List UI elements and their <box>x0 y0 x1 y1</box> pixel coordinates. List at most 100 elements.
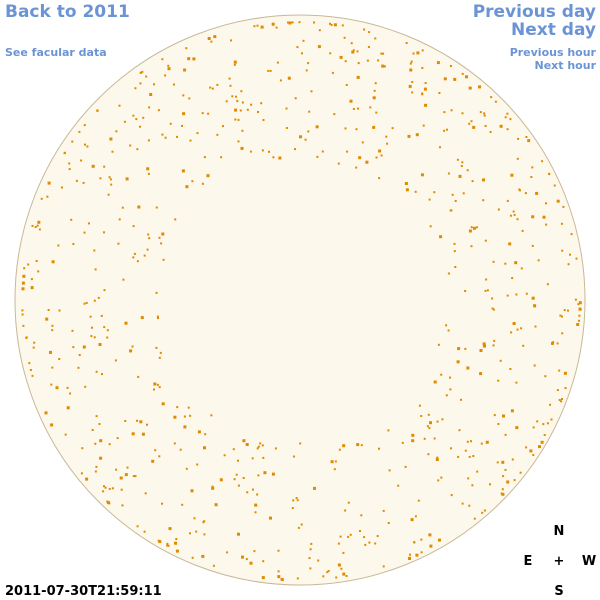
facular-point <box>297 526 300 529</box>
facular-point <box>37 220 41 224</box>
facular-point <box>421 93 424 96</box>
facular-point <box>578 301 582 305</box>
facular-point <box>211 87 214 90</box>
back-link[interactable]: Back to 2011 <box>5 2 130 22</box>
facular-point <box>49 350 52 354</box>
facular-point <box>418 404 421 407</box>
facular-point <box>447 272 450 275</box>
facular-point <box>229 84 232 87</box>
facular-point <box>78 354 81 356</box>
facular-point <box>326 571 329 574</box>
facular-point <box>465 75 468 79</box>
facular-point <box>58 309 61 312</box>
facular-point <box>372 96 376 100</box>
facular-point <box>228 77 231 80</box>
facular-point <box>404 465 407 468</box>
facular-point <box>95 370 98 373</box>
previous-day-link[interactable]: Previous day <box>473 2 596 22</box>
facular-point <box>578 319 580 322</box>
facular-point <box>189 139 192 142</box>
next-day-link[interactable]: Next day <box>511 20 596 40</box>
facular-point <box>304 138 307 141</box>
facular-point <box>409 62 412 65</box>
facular-point <box>482 342 486 346</box>
facular-point <box>440 373 443 376</box>
facular-point <box>111 150 114 153</box>
facular-point <box>349 99 353 103</box>
facular-point <box>369 106 372 109</box>
facular-point <box>271 472 275 476</box>
facular-point <box>519 189 521 192</box>
next-hour-link[interactable]: Next hour <box>535 59 597 72</box>
facular-point <box>356 443 360 447</box>
facular-point <box>21 281 25 285</box>
facular-point <box>287 21 289 24</box>
facular-point <box>349 533 352 536</box>
previous-hour-link[interactable]: Previous hour <box>510 46 597 59</box>
facular-point <box>136 148 139 151</box>
facular-point <box>307 62 310 65</box>
facular-point <box>159 351 162 354</box>
facular-point <box>201 182 204 185</box>
facular-point <box>499 124 503 128</box>
facular-point <box>433 437 436 440</box>
facular-point <box>381 64 385 68</box>
facular-point <box>38 228 41 231</box>
facular-point <box>143 254 146 257</box>
facular-point <box>344 509 347 512</box>
facular-point <box>107 193 110 196</box>
facular-point <box>257 445 260 448</box>
facular-point <box>249 150 252 153</box>
facular-point <box>436 420 439 423</box>
facular-point <box>246 108 249 111</box>
facular-point <box>331 71 334 74</box>
facular-point <box>155 346 158 349</box>
facular-point <box>162 258 165 261</box>
facular-point <box>136 419 138 422</box>
facular-point <box>511 458 514 461</box>
facular-point <box>520 327 523 330</box>
facular-point <box>22 274 26 278</box>
facular-point <box>489 131 492 133</box>
facular-point <box>241 129 244 132</box>
facular-point <box>420 415 423 417</box>
facular-point <box>461 112 464 115</box>
facular-point <box>91 164 95 168</box>
facular-link[interactable]: See facular data <box>5 46 107 59</box>
facular-point <box>356 50 359 53</box>
facular-point <box>483 509 486 512</box>
facular-point <box>167 64 170 67</box>
facular-point <box>531 166 534 169</box>
facular-point <box>134 475 137 478</box>
facular-point <box>84 385 87 388</box>
facular-point <box>499 359 502 362</box>
facular-point <box>57 244 60 247</box>
facular-point <box>490 96 493 99</box>
facular-point <box>534 325 537 328</box>
facular-point <box>132 225 135 228</box>
facular-point <box>340 567 343 570</box>
facular-point <box>197 430 201 434</box>
facular-point <box>166 544 169 547</box>
facular-point <box>145 75 148 78</box>
facular-point <box>274 447 277 450</box>
facular-point <box>46 195 49 198</box>
facular-point <box>94 268 97 271</box>
facular-point <box>484 125 487 127</box>
facular-point <box>135 118 138 121</box>
facular-point <box>456 158 459 161</box>
facular-point <box>342 572 346 576</box>
facular-point <box>161 133 164 136</box>
facular-point <box>308 110 311 113</box>
facular-point <box>81 447 84 450</box>
facular-point <box>278 156 282 160</box>
facular-point <box>299 442 302 445</box>
facular-point <box>129 349 133 353</box>
facular-point <box>449 65 452 67</box>
facular-point <box>415 553 419 557</box>
facular-point <box>542 215 546 219</box>
facular-point <box>445 394 448 397</box>
facular-point <box>267 69 270 72</box>
facular-point <box>374 82 377 85</box>
